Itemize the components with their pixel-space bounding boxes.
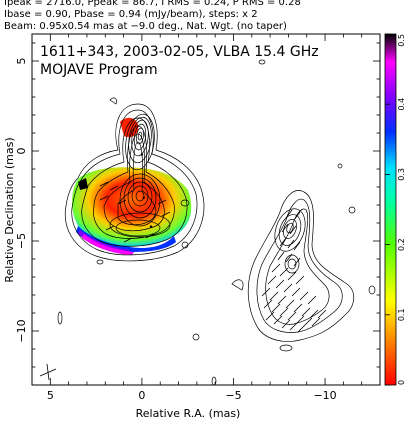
- colorbar-tick-label: 0.3: [397, 168, 406, 181]
- header-line-3: Beam: 0.95x0.54 mas at −9.0 deg., Nat. W…: [4, 21, 287, 32]
- x-tick-label: 5: [47, 389, 54, 402]
- polarization-image: [72, 117, 192, 255]
- chart-subtitle: MOJAVE Program: [40, 62, 158, 78]
- component-peak: [149, 225, 153, 228]
- chart-title: 1611+343, 2003-02-05, VLBA 15.4 GHz: [40, 44, 319, 60]
- component-peak: [140, 153, 144, 156]
- x-tick-label: −10: [313, 389, 336, 402]
- header-line-2: Ibase = 0.90, Pbase = 0.94 (mJy/beam), s…: [4, 9, 258, 20]
- y-axis-label: Relative Declination (mas): [3, 137, 16, 282]
- colorbar: [384, 33, 397, 386]
- plot-frame: [31, 33, 381, 386]
- y-tick-label: 5: [15, 58, 28, 65]
- colorbar-ticks: 0 0.1 0.2 0.3 0.4 0.5: [385, 33, 406, 386]
- contours-main-jet: [64, 97, 205, 265]
- y-tick-label: −10: [15, 319, 28, 342]
- y-tick-label: −5: [15, 233, 28, 249]
- colorbar-tick-label: 0.2: [397, 238, 406, 251]
- polarization-vectors-right: [261, 209, 327, 333]
- component-peak: [142, 196, 145, 199]
- colorbar-tick-label: 0.5: [397, 34, 406, 47]
- axis-ticks: 5 0 −5 −10 5 0 −5 −10: [15, 34, 381, 402]
- header-line-1: Ipeak = 2716.0, Ppeak = 86.7, I RMS = 0.…: [4, 0, 301, 8]
- beam-marker: [39, 363, 57, 381]
- x-tick-label: 0: [138, 389, 145, 402]
- x-axis-label: Relative R.A. (mas): [136, 407, 241, 420]
- y-tick-label: 0: [15, 148, 28, 155]
- polarization-vectors-core: [99, 181, 171, 243]
- colorbar-tick-label: 0.4: [397, 98, 406, 111]
- x-tick-label: −5: [225, 389, 241, 402]
- colorbar-tick-label: 0: [397, 380, 406, 385]
- colorbar-tick-label: 0.1: [397, 308, 406, 321]
